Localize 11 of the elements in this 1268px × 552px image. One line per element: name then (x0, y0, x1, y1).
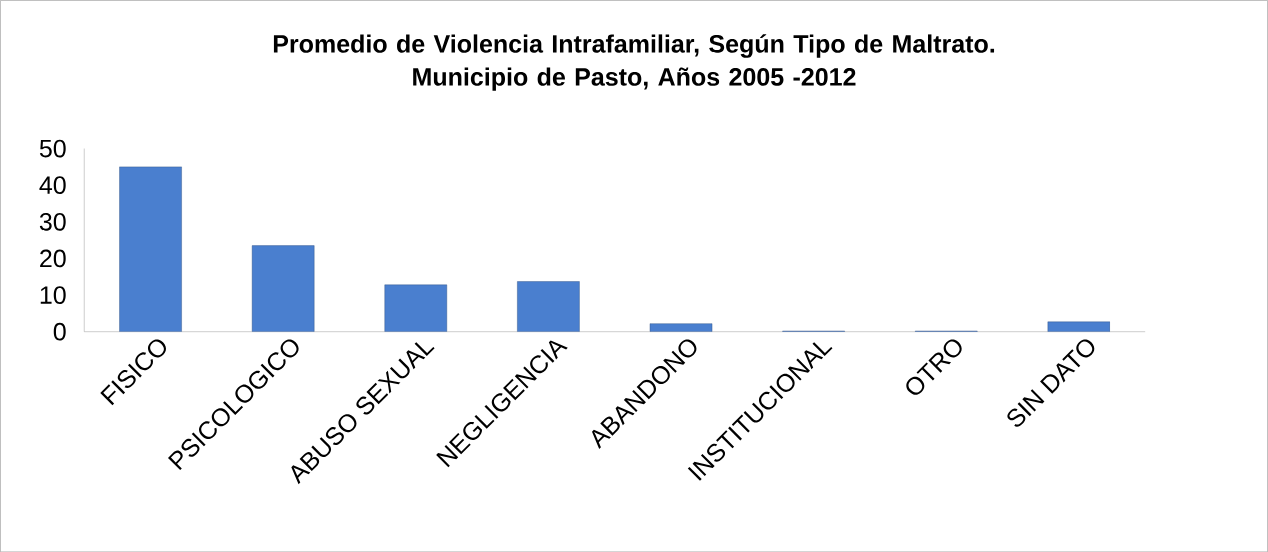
y-tick-label: 10 (40, 286, 66, 304)
y-tick-label: 50 (39, 139, 66, 158)
y-tick-label: 0 (53, 322, 66, 341)
y-tick-label: 20 (40, 249, 66, 268)
y-tick-label: 30 (39, 212, 66, 231)
bar (251, 245, 315, 332)
bar (119, 166, 182, 332)
bar (517, 281, 580, 332)
y-tick-label: 40 (39, 176, 66, 194)
bar (384, 284, 448, 332)
chart-title: Promedio de Violencia Intrafamiliar, Según Tipo de Maltrato. Municipio de Pasto, Años 2005 -2012 (273, 34, 995, 91)
